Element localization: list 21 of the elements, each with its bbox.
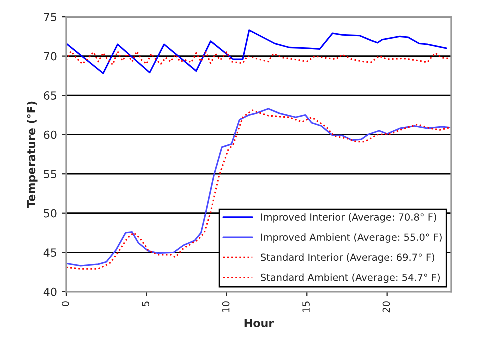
y-tick-label: 45 (44, 248, 56, 258)
line-series (66, 50, 450, 66)
y-tick-label: 70 (44, 52, 57, 61)
x-tick-label: 0 (62, 302, 70, 306)
x-axis-title: Hour (244, 319, 274, 328)
y-tick-label: 40 (44, 288, 57, 296)
y-tick-label: 75 (44, 13, 56, 22)
y-axis-title: Temperature (°F) (27, 102, 38, 208)
x-tick-label: 20 (382, 302, 390, 313)
y-tick-label: 50 (44, 209, 57, 218)
legend-label: Standard Interior (Average: 69.7° F) (261, 254, 435, 264)
y-tick-label: 55 (44, 170, 56, 178)
x-tick-label: 5 (142, 302, 150, 306)
legend-label: Standard Ambient (Average: 54.7° F) (261, 274, 440, 284)
legend-label: Improved Ambient (Average: 55.0° F) (261, 234, 442, 243)
y-tick-label: 60 (44, 130, 57, 140)
x-tick-label: 15 (302, 302, 310, 312)
line-series (66, 30, 448, 74)
x-tick-label: 10 (222, 302, 230, 312)
y-tick-label: 65 (44, 92, 56, 100)
legend-label: Improved Interior (Average: 70.8° F) (261, 213, 436, 223)
